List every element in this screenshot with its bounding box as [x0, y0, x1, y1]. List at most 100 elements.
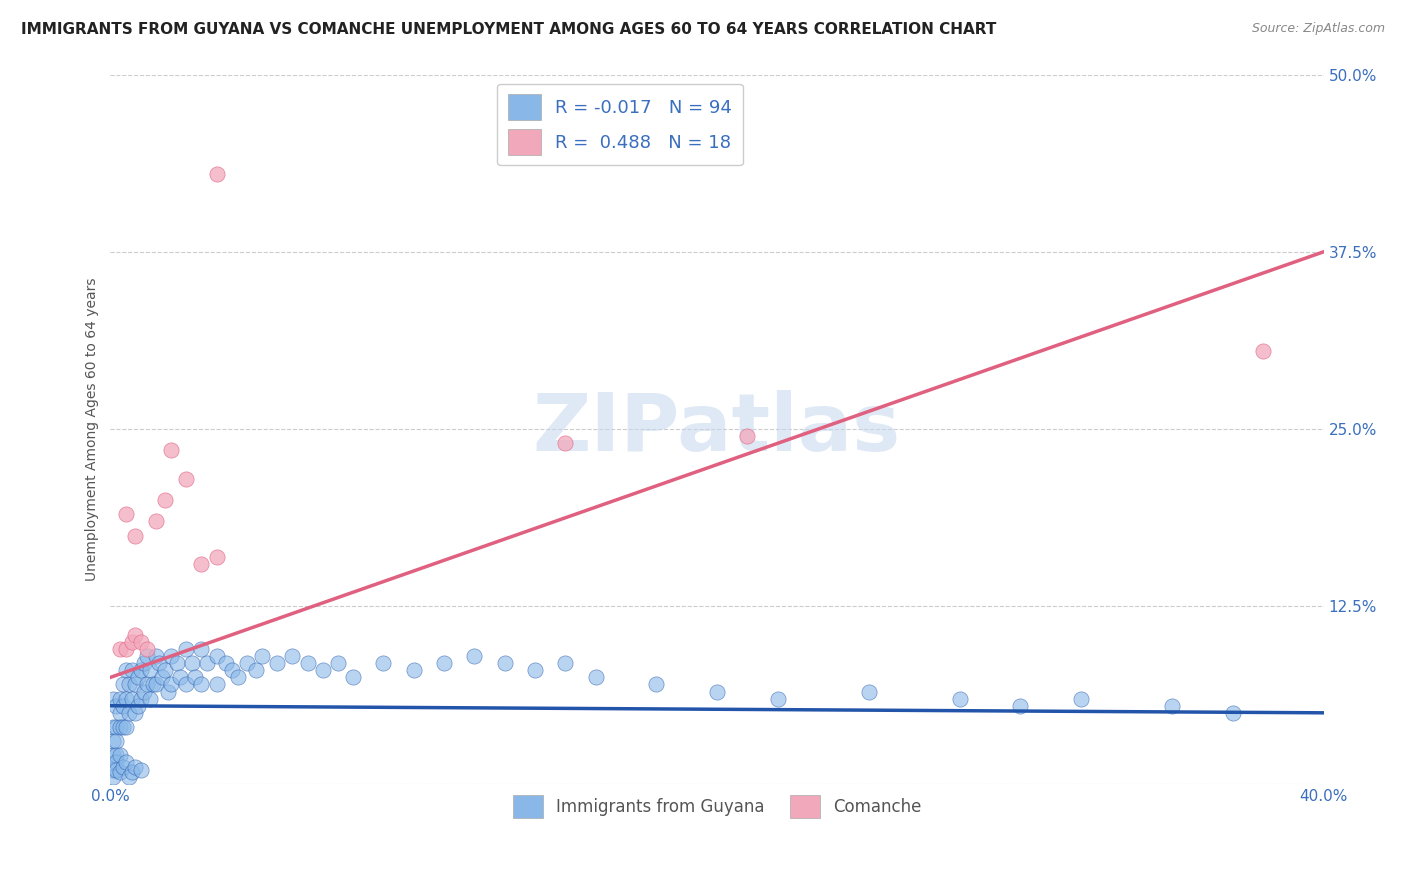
Point: [402, 663, 425, 677]
Point: [554, 436, 576, 450]
Point: [121, 663, 143, 677]
Point: [114, 507, 136, 521]
Point: [114, 663, 136, 677]
Point: [160, 649, 183, 664]
Point: [127, 670, 149, 684]
Point: [111, 677, 134, 691]
Point: [205, 167, 228, 181]
Point: [949, 691, 972, 706]
Point: [250, 649, 273, 664]
Point: [1161, 698, 1184, 713]
Point: [111, 720, 134, 734]
Point: [174, 642, 197, 657]
Point: [585, 670, 607, 684]
Point: [114, 756, 136, 770]
Point: [108, 706, 131, 720]
Point: [226, 670, 249, 684]
Point: [205, 677, 228, 691]
Point: [1070, 691, 1092, 706]
Point: [117, 706, 139, 720]
Point: [135, 649, 157, 664]
Point: [858, 684, 880, 698]
Point: [124, 760, 146, 774]
Point: [121, 635, 143, 649]
Point: [124, 528, 146, 542]
Point: [181, 656, 204, 670]
Point: [105, 698, 128, 713]
Point: [103, 748, 125, 763]
Point: [245, 663, 267, 677]
Point: [281, 649, 304, 664]
Point: [108, 720, 131, 734]
Point: [174, 472, 197, 486]
Y-axis label: Unemployment Among Ages 60 to 64 years: Unemployment Among Ages 60 to 64 years: [86, 277, 100, 581]
Point: [135, 642, 157, 657]
Point: [145, 677, 167, 691]
Point: [127, 698, 149, 713]
Point: [190, 557, 212, 571]
Point: [433, 656, 456, 670]
Legend: Immigrants from Guyana, Comanche: Immigrants from Guyana, Comanche: [506, 789, 928, 825]
Point: [150, 670, 173, 684]
Point: [174, 677, 197, 691]
Point: [236, 656, 259, 670]
Point: [160, 677, 183, 691]
Point: [129, 663, 152, 677]
Point: [766, 691, 789, 706]
Point: [494, 656, 516, 670]
Point: [160, 443, 183, 458]
Point: [197, 656, 219, 670]
Point: [121, 765, 143, 780]
Point: [326, 656, 349, 670]
Point: [645, 677, 668, 691]
Point: [145, 649, 167, 664]
Point: [105, 748, 128, 763]
Point: [117, 770, 139, 784]
Point: [266, 656, 288, 670]
Point: [135, 677, 157, 691]
Point: [153, 663, 176, 677]
Point: [114, 691, 136, 706]
Point: [214, 656, 236, 670]
Point: [103, 691, 125, 706]
Point: [706, 684, 728, 698]
Point: [554, 656, 576, 670]
Point: [342, 670, 364, 684]
Point: [524, 663, 547, 677]
Point: [103, 770, 125, 784]
Text: IMMIGRANTS FROM GUYANA VS COMANCHE UNEMPLOYMENT AMONG AGES 60 TO 64 YEARS CORREL: IMMIGRANTS FROM GUYANA VS COMANCHE UNEMP…: [21, 22, 997, 37]
Point: [132, 656, 155, 670]
Point: [205, 549, 228, 564]
Point: [114, 720, 136, 734]
Point: [139, 691, 162, 706]
Point: [297, 656, 319, 670]
Text: Source: ZipAtlas.com: Source: ZipAtlas.com: [1251, 22, 1385, 36]
Point: [129, 635, 152, 649]
Point: [111, 698, 134, 713]
Point: [190, 677, 212, 691]
Point: [737, 429, 759, 443]
Point: [132, 684, 155, 698]
Point: [108, 748, 131, 763]
Point: [105, 720, 128, 734]
Point: [124, 677, 146, 691]
Point: [121, 691, 143, 706]
Point: [108, 691, 131, 706]
Point: [221, 663, 243, 677]
Point: [148, 656, 170, 670]
Point: [142, 677, 165, 691]
Point: [129, 763, 152, 777]
Point: [166, 656, 188, 670]
Point: [157, 684, 180, 698]
Point: [111, 760, 134, 774]
Point: [105, 734, 128, 748]
Text: ZIPatlas: ZIPatlas: [533, 390, 901, 468]
Point: [129, 691, 152, 706]
Point: [184, 670, 207, 684]
Point: [169, 670, 191, 684]
Point: [117, 677, 139, 691]
Point: [103, 720, 125, 734]
Point: [463, 649, 485, 664]
Point: [108, 642, 131, 657]
Point: [205, 649, 228, 664]
